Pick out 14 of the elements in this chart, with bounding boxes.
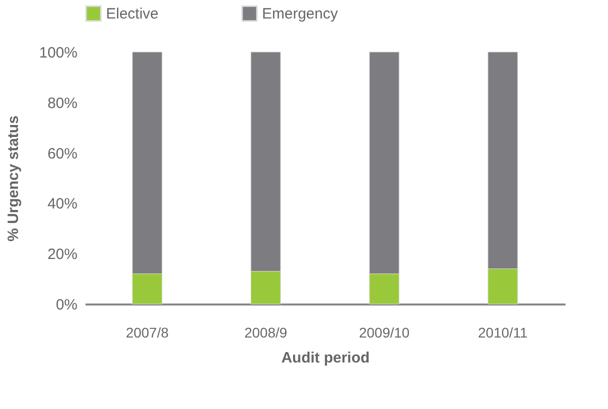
y-tick-label: 60% [47,145,78,162]
legend-label: Elective [106,6,159,23]
y-tick-label: 40% [47,196,78,213]
y-axis-title: % Urgency status [5,116,22,242]
x-tick-label: 2009/10 [358,324,410,340]
y-tick-label: 20% [47,246,78,264]
y-tick-label: 100% [39,44,78,62]
x-tick-label: 2008/9 [244,324,288,340]
legend-label: Emergency [262,6,338,23]
y-tick-label: 80% [47,94,78,112]
x-tick-label: 2007/8 [126,324,169,340]
x-tick-label: 2010/11 [478,324,528,340]
x-axis-title: Audit period [281,350,370,366]
y-tick-label: 0% [56,296,78,314]
